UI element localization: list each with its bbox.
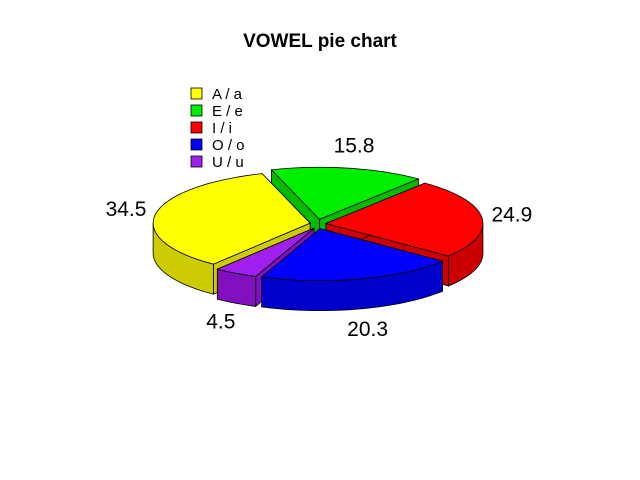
legend-label: U / u [212, 154, 244, 171]
slice-top [260, 228, 444, 282]
slice-top [324, 182, 484, 257]
slice-top [152, 173, 311, 265]
slice-top [216, 227, 315, 277]
legend-swatch [190, 155, 203, 168]
legend-label: E / e [212, 103, 243, 120]
legend-label: O / o [212, 137, 245, 154]
chart-title: VOWEL pie chart [243, 31, 397, 52]
slice-value-label: 15.8 [334, 135, 375, 158]
pie-slices [152, 166, 484, 312]
slice-value-label: 34.5 [106, 198, 147, 221]
slice-value-label: 24.9 [491, 204, 532, 227]
pie-slice [260, 227, 444, 312]
slice-value-label: 4.5 [206, 310, 235, 333]
legend-swatch [190, 138, 203, 151]
slice-value-label: 20.3 [347, 318, 388, 341]
value-labels: 34.5 15.8 24.9 20.3 4.5 [106, 135, 533, 342]
legend-swatch [190, 87, 203, 100]
slice-top [270, 166, 420, 220]
legend: A / aE / eI / iO / oU / u [190, 86, 245, 171]
legend-label: A / a [212, 86, 243, 103]
legend-label: I / i [212, 120, 232, 137]
legend-swatch [190, 104, 203, 117]
legend-swatch [190, 121, 203, 134]
